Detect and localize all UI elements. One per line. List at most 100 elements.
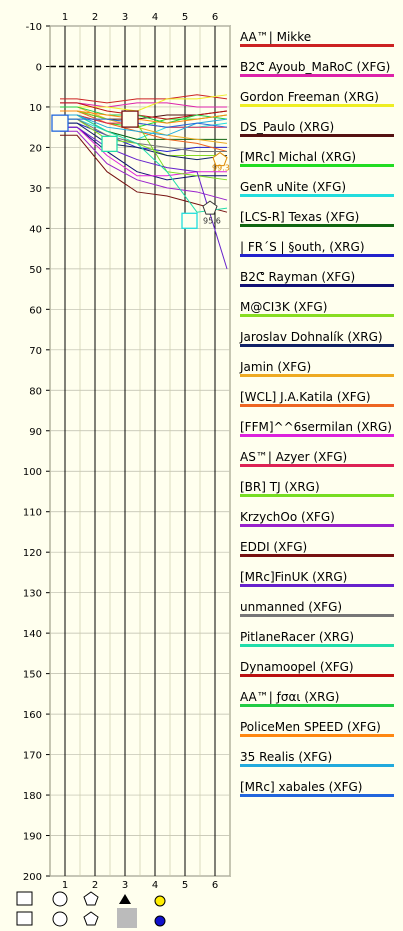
gray-square-symbol <box>117 908 137 928</box>
legend-item: 35 Realis (XFG) <box>234 744 394 774</box>
legend-item: AS™| Azyer (XFG) <box>234 444 394 474</box>
series-line <box>60 126 228 270</box>
legend-label: AA™| ƒσαι (XRG) <box>240 690 340 704</box>
x-tick-label-top: 4 <box>152 12 158 23</box>
y-tick-label: 90 <box>29 427 42 438</box>
legend-swatch <box>240 734 394 737</box>
race-chart: -10 0 10 20 30 40 50 60 70 80 90 100 110 120 130 140 150… <box>16 12 231 928</box>
y-tick-label: 20 <box>29 143 42 154</box>
legend-item: | FR´S | §outh, (XRG) <box>234 234 394 264</box>
legend-label: unmanned (XFG) <box>240 600 343 614</box>
legend-item: M@CI3K (XFG) <box>234 294 394 324</box>
symbol-key <box>16 891 166 928</box>
legend-swatch <box>240 284 394 287</box>
y-tick-label: 30 <box>29 184 42 195</box>
x-tick-label-bottom: 4 <box>152 880 158 891</box>
y-tick-label: 170 <box>23 751 42 762</box>
legend-label: B2ᕦ Rayman (XFG) <box>240 270 356 284</box>
y-tick-label: 10 <box>29 103 42 114</box>
legend-item: [LCS-R] Texas (XFG) <box>234 204 394 234</box>
legend-item: Jaroslav Dohnalík (XRG) <box>234 324 394 354</box>
circle-symbol-open <box>52 891 68 907</box>
legend-swatch <box>240 644 394 647</box>
legend-label: GenR uNite (XFG) <box>240 180 347 194</box>
legend-item: PitlaneRacer (XRG) <box>234 624 394 654</box>
legend-swatch <box>240 104 394 107</box>
x-tick-label-bottom: 5 <box>182 880 188 891</box>
marker-square <box>181 212 198 229</box>
legend-item: unmanned (XFG) <box>234 594 394 624</box>
legend-item: Gordon Freeman (XRG) <box>234 84 394 114</box>
y-tick-label: 130 <box>23 589 42 600</box>
y-tick-label: 80 <box>29 386 42 397</box>
series-line <box>60 122 228 161</box>
markers <box>51 110 228 229</box>
y-tick-label: 70 <box>29 346 42 357</box>
y-tick-label: -10 <box>26 22 42 33</box>
y-tick-label: 140 <box>23 629 42 640</box>
legend-item: [MRc]FinUK (XRG) <box>234 564 394 594</box>
triangle-symbol-filled <box>119 894 131 904</box>
legend-swatch <box>240 434 394 437</box>
legend-label: PoliceMen SPEED (XFG) <box>240 720 381 734</box>
legend-label: [MRc] Michal (XRG) <box>240 150 357 164</box>
legend-swatch <box>240 524 394 527</box>
legend-label: [MRc]FinUK (XRG) <box>240 570 348 584</box>
legend-item: [MRc] Michal (XRG) <box>234 144 394 174</box>
legend-item: Jamin (XFG) <box>234 354 394 384</box>
marker-square <box>101 135 118 153</box>
legend-swatch <box>240 404 394 407</box>
legend-label: | FR´S | §outh, (XRG) <box>240 240 365 254</box>
y-tick-label: 110 <box>23 508 42 519</box>
series-line <box>60 134 228 213</box>
legend-label: AA™| Mikke <box>240 30 312 44</box>
legend-swatch <box>240 254 394 257</box>
legend-swatch <box>240 704 394 707</box>
y-tick-label: 160 <box>23 710 42 721</box>
x-gridlines <box>49 26 231 876</box>
circle-symbol-open-2 <box>52 911 68 927</box>
legend-label: DS_Paulo (XRG) <box>240 120 335 134</box>
annotation-label: 99.3 <box>212 164 230 173</box>
legend-label: [FFM]^^6sermilan (XRG) <box>240 420 392 434</box>
y-tick-label: 40 <box>29 224 42 235</box>
legend-item: Dynamoopel (XFG) <box>234 654 394 684</box>
legend-label: Dynamoopel (XFG) <box>240 660 354 674</box>
marker-pentagon <box>202 200 218 215</box>
legend-item: B2ᕦ Ayoub_MaRoC (XFG) <box>234 54 394 84</box>
y-tick-label: 60 <box>29 305 42 316</box>
legend-label: [WCL] J.A.Katila (XFG) <box>240 390 371 404</box>
x-tick-label-top: 6 <box>212 12 218 23</box>
legend-label: AS™| Azyer (XFG) <box>240 450 348 464</box>
x-tick-label-bottom: 3 <box>122 880 128 891</box>
legend-swatch <box>240 344 394 347</box>
legend-item: PoliceMen SPEED (XFG) <box>234 714 394 744</box>
marker-square <box>51 114 69 132</box>
legend-swatch <box>240 194 394 197</box>
square-symbol-open <box>16 891 33 906</box>
legend-label: B2ᕦ Ayoub_MaRoC (XFG) <box>240 60 391 74</box>
legend-label: EDDI (XFG) <box>240 540 308 554</box>
legend-label: Jamin (XFG) <box>240 360 312 374</box>
legend-item: [BR] TJ (XRG) <box>234 474 394 504</box>
marker-square <box>121 110 139 128</box>
legend-swatch <box>240 314 394 317</box>
y-tick-label: 120 <box>23 548 42 559</box>
legend-label: Gordon Freeman (XRG) <box>240 90 379 104</box>
x-tick-label-top: 3 <box>122 12 128 23</box>
legend-item: KrzychOo (XFG) <box>234 504 394 534</box>
x-tick-label-top: 2 <box>92 12 98 23</box>
legend-swatch <box>240 74 394 77</box>
legend-item: AA™| ƒσαι (XRG) <box>234 684 394 714</box>
legend-item: [MRc] xabales (XFG) <box>234 774 394 804</box>
pentagon-symbol-open-2 <box>83 911 99 926</box>
legend-item: [FFM]^^6sermilan (XRG) <box>234 414 394 444</box>
pentagon-symbol-open <box>83 891 99 906</box>
legend-item: GenR uNite (XFG) <box>234 174 394 204</box>
y-tick-label: 150 <box>23 670 42 681</box>
x-tick-label-top: 5 <box>182 12 188 23</box>
annotations: 99.3 95.6 <box>203 164 230 226</box>
legend-swatch <box>240 764 394 767</box>
legend-swatch <box>240 674 394 677</box>
marker-pentagon <box>212 151 228 167</box>
